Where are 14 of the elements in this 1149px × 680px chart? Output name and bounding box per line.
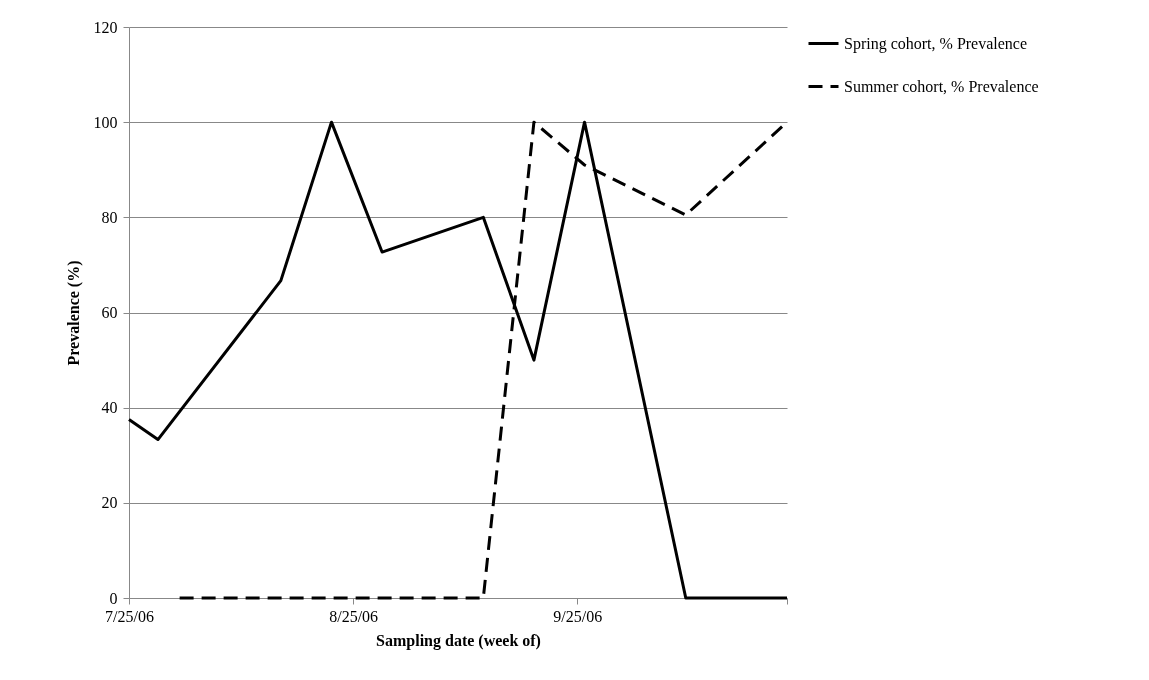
y-tick-label: 80: [101, 208, 118, 226]
x-tick-label: 8/25/06: [329, 607, 379, 625]
x-tick-label: 7/25/06: [105, 607, 154, 625]
y-tick-label: 60: [101, 304, 118, 321]
x-axis-title: Sampling date (week of): [376, 631, 541, 650]
y-tick-label: 120: [93, 18, 118, 36]
y-tick-label: 40: [101, 399, 118, 417]
y-axis-title: Prevalence (%): [64, 260, 83, 366]
y-tick-label: 0: [109, 589, 118, 607]
legend-label: Summer cohort, % Prevalence: [844, 77, 1039, 95]
y-tick-label: 100: [93, 113, 118, 131]
legend-label: Spring cohort, % Prevalence: [844, 34, 1028, 53]
y-tick-label: 20: [101, 494, 118, 512]
x-tick-label: 9/25/06: [553, 607, 603, 625]
